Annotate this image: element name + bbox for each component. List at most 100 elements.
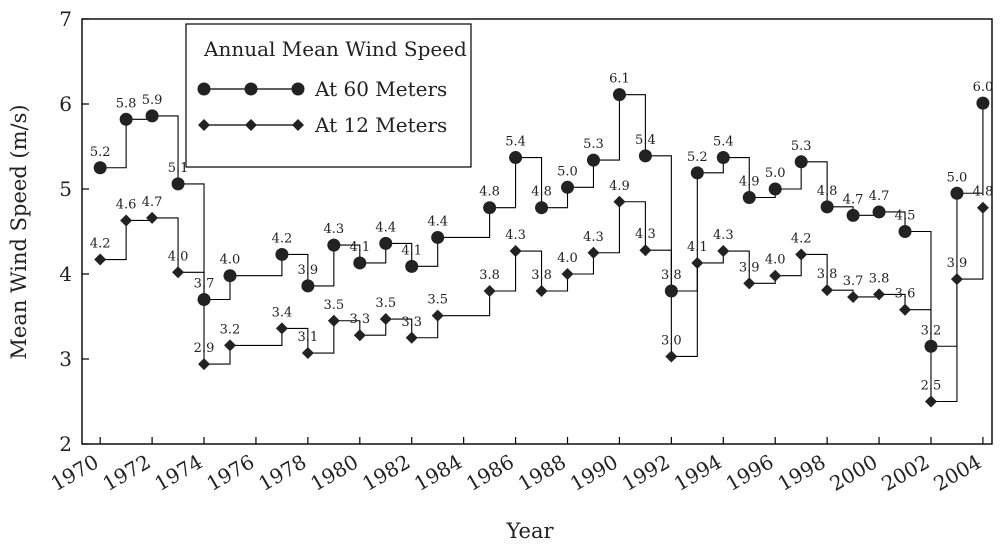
data-label-60m: 4.4 xyxy=(375,220,396,235)
data-label-60m: 4.8 xyxy=(817,184,838,199)
data-label-60m: 3.9 xyxy=(298,263,319,278)
point-60m xyxy=(820,200,834,214)
legend-marker-60m xyxy=(197,82,211,96)
x-tick-label: 2002 xyxy=(877,450,933,496)
legend: Annual Mean Wind Speed At 60 Meters At 1… xyxy=(185,23,472,168)
data-label-12m: 4.0 xyxy=(168,249,189,264)
data-label-60m: 6.0 xyxy=(973,80,994,95)
point-12m xyxy=(821,284,834,297)
point-12m xyxy=(509,245,522,258)
legend-marker-60m xyxy=(291,82,305,96)
series-markers xyxy=(93,88,990,408)
point-12m xyxy=(535,285,548,297)
point-60m xyxy=(223,269,237,283)
y-tick-label: 2 xyxy=(59,432,72,456)
x-tick-label: 1982 xyxy=(358,450,414,496)
data-label-60m: 5.0 xyxy=(947,170,968,185)
data-label-60m: 3.2 xyxy=(921,323,942,338)
point-12m xyxy=(795,248,808,261)
point-12m xyxy=(743,277,756,290)
point-60m xyxy=(379,236,393,250)
point-12m xyxy=(976,201,989,214)
data-label-60m: 4.1 xyxy=(401,243,422,258)
data-label-12m: 3.6 xyxy=(895,287,916,302)
x-tick-label: 1984 xyxy=(410,450,466,496)
data-label-12m: 2.9 xyxy=(194,341,215,356)
point-12m xyxy=(172,266,185,279)
data-label-12m: 3.0 xyxy=(661,333,682,348)
data-label-60m: 5.0 xyxy=(557,164,578,179)
data-label-60m: 4.8 xyxy=(479,185,500,200)
point-60m xyxy=(976,96,990,110)
data-label-12m: 4.9 xyxy=(609,179,630,194)
point-12m xyxy=(353,329,366,342)
y-axis-title: Mean Wind Speed (m/s) xyxy=(7,104,31,359)
point-60m xyxy=(119,112,133,126)
data-label-12m: 3.8 xyxy=(531,268,552,283)
legend-box xyxy=(185,23,472,168)
point-60m xyxy=(301,279,315,293)
point-60m xyxy=(612,88,626,102)
y-tick-label: 7 xyxy=(59,7,72,31)
x-tick-label: 1990 xyxy=(566,450,622,496)
data-label-60m: 5.1 xyxy=(168,161,189,176)
data-label-60m: 5.8 xyxy=(116,96,137,111)
point-12m xyxy=(379,313,392,326)
point-12m xyxy=(717,245,730,258)
point-12m xyxy=(275,322,288,335)
series-line-12m xyxy=(100,201,984,403)
data-label-60m: 5.2 xyxy=(90,145,111,160)
data-label-12m: 3.2 xyxy=(220,322,241,337)
x-tick-label: 1976 xyxy=(202,450,258,496)
data-label-12m: 3.5 xyxy=(323,298,344,313)
point-12m xyxy=(561,268,574,280)
data-label-60m: 5.4 xyxy=(713,135,734,150)
x-tick-label: 1972 xyxy=(99,450,155,496)
x-tick-label: 2004 xyxy=(929,450,985,496)
x-tick-label: 1996 xyxy=(722,450,778,496)
x-axis-title: Year xyxy=(505,519,554,543)
data-label-12m: 4.3 xyxy=(635,227,656,242)
data-label-12m: 3.8 xyxy=(817,267,838,282)
data-label-60m: 5.3 xyxy=(791,139,812,154)
point-60m xyxy=(535,201,549,215)
point-60m xyxy=(898,225,912,238)
data-label-12m: 4.3 xyxy=(505,228,526,243)
data-label-12m: 4.2 xyxy=(791,231,812,246)
point-60m xyxy=(353,256,367,270)
data-label-12m: 3.8 xyxy=(479,268,500,283)
data-label-60m: 4.9 xyxy=(739,175,760,190)
data-label-12m: 3.9 xyxy=(739,260,760,275)
point-60m xyxy=(431,230,445,244)
data-label-60m: 6.1 xyxy=(609,72,630,87)
point-60m xyxy=(924,339,938,353)
point-60m xyxy=(275,247,289,261)
point-12m xyxy=(120,214,133,227)
data-label-12m: 3.4 xyxy=(272,305,293,320)
data-label-12m: 3.3 xyxy=(349,312,370,327)
point-60m xyxy=(690,166,704,180)
data-label-60m: 4.7 xyxy=(843,192,864,207)
point-60m xyxy=(145,109,159,123)
legend-item-12m: At 12 Meters xyxy=(198,113,447,137)
y-axis: 2 3 4 5 6 7 xyxy=(59,7,89,456)
data-label-12m: 4.3 xyxy=(583,230,604,245)
x-tick-label: 1974 xyxy=(150,450,206,496)
x-tick-label: 1980 xyxy=(306,450,362,496)
data-label-12m: 4.2 xyxy=(90,237,111,252)
point-60m xyxy=(405,259,419,273)
point-12m xyxy=(483,285,496,297)
data-label-60m: 4.3 xyxy=(323,222,344,237)
point-12m xyxy=(691,256,704,269)
data-label-12m: 3.9 xyxy=(947,256,968,271)
point-60m xyxy=(846,208,860,222)
data-label-12m: 3.5 xyxy=(427,293,448,308)
x-tick-label: 1978 xyxy=(254,450,310,496)
point-12m xyxy=(639,244,652,257)
data-label-12m: 4.1 xyxy=(687,240,708,255)
data-label-12m: 4.6 xyxy=(116,197,137,212)
data-label-60m: 4.1 xyxy=(349,240,370,255)
point-12m xyxy=(198,358,211,371)
point-12m xyxy=(431,309,444,322)
